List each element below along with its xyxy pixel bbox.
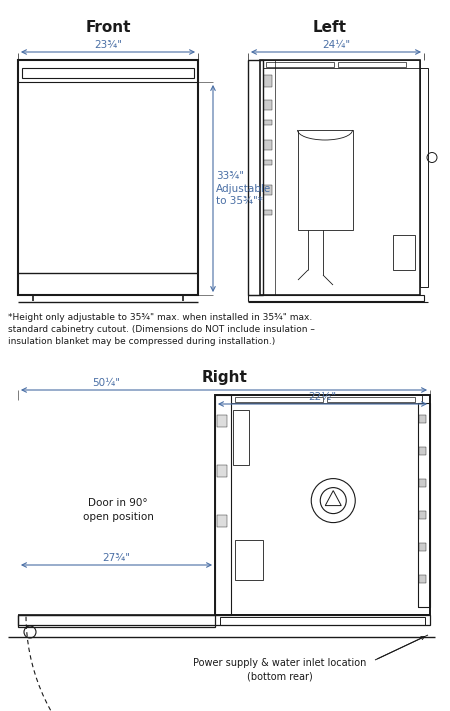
Bar	[264, 160, 272, 165]
Bar	[263, 60, 420, 68]
Bar	[418, 403, 430, 607]
Bar	[215, 395, 231, 615]
Bar	[217, 515, 227, 527]
Bar	[264, 100, 272, 110]
Text: 33¾"
Adjustable
to 35¾"*: 33¾" Adjustable to 35¾"*	[216, 171, 271, 206]
Bar	[327, 397, 415, 402]
Bar	[231, 395, 422, 403]
Bar	[266, 62, 334, 67]
Bar	[18, 615, 430, 625]
Text: 50¼": 50¼"	[93, 378, 121, 388]
Text: *Height only adjustable to 35¾" max. when installed in 35¾" max.
standard cabine: *Height only adjustable to 35¾" max. whe…	[8, 313, 315, 346]
Bar	[419, 479, 426, 487]
Bar	[215, 395, 430, 615]
Bar	[264, 140, 272, 150]
Bar	[217, 465, 227, 477]
Text: Right: Right	[202, 370, 248, 385]
Bar	[18, 615, 215, 627]
Bar	[248, 295, 424, 301]
Bar	[220, 617, 425, 625]
Bar	[264, 185, 272, 195]
Text: Front: Front	[85, 20, 131, 35]
Bar	[419, 415, 426, 423]
Bar	[263, 60, 275, 295]
Text: Power supply & water inlet location
(bottom rear): Power supply & water inlet location (bot…	[194, 658, 367, 681]
Bar	[338, 62, 406, 67]
Text: 24¼": 24¼"	[322, 40, 350, 50]
Text: 22½": 22½"	[308, 392, 337, 402]
Bar	[419, 543, 426, 551]
Bar	[235, 540, 263, 580]
Bar	[233, 410, 249, 465]
Bar	[264, 75, 272, 87]
Text: Left: Left	[313, 20, 347, 35]
Bar	[235, 397, 323, 402]
Text: 27¾": 27¾"	[103, 553, 130, 563]
Bar	[18, 60, 198, 295]
Bar	[217, 415, 227, 427]
Bar	[393, 235, 415, 270]
Bar	[419, 575, 426, 583]
Bar	[264, 210, 272, 215]
Bar	[298, 130, 353, 230]
Bar	[260, 60, 420, 295]
Bar	[22, 68, 194, 78]
Bar	[418, 403, 430, 607]
Bar	[419, 447, 426, 455]
Bar	[264, 120, 272, 125]
Text: 23¾": 23¾"	[94, 40, 122, 50]
Text: Door in 90°
open position: Door in 90° open position	[82, 498, 153, 522]
Bar	[419, 511, 426, 519]
Bar	[215, 395, 231, 615]
Bar	[248, 60, 263, 295]
Bar	[420, 68, 428, 287]
